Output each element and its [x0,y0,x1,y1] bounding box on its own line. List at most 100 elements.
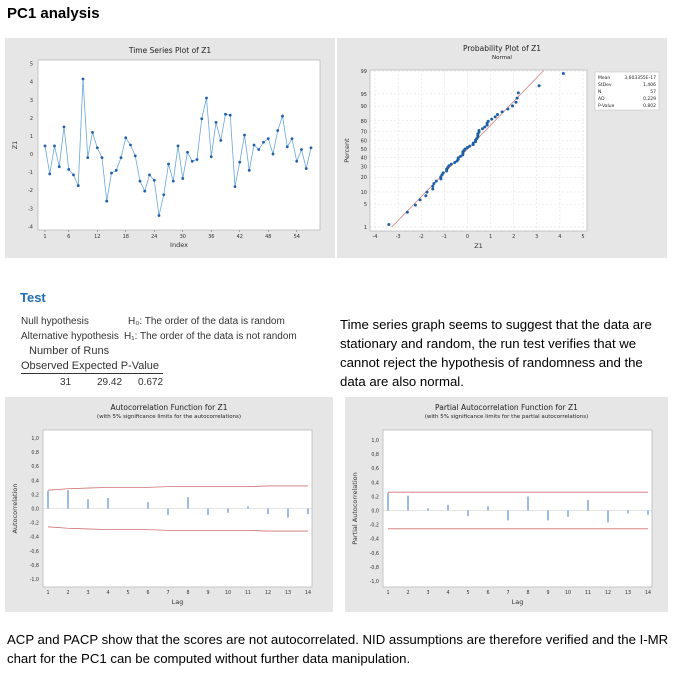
data-point [447,164,451,168]
x-tick-label: 3 [535,234,538,240]
data-point [425,190,429,194]
data-point [300,148,303,151]
time-series-plot: Time Series Plot of Z1 Index Z1 -4 -3 -2 -1 0 1 2… [5,38,335,258]
y-tick-label: 0 [30,152,33,158]
x-tick-label: 5 [581,234,584,240]
y-tick-label: 5 [364,202,367,208]
x-tick-label: -4 [373,234,378,240]
data-point [209,155,213,159]
chart-subtitle: (with 5% significance limits for the par… [425,414,589,420]
data-point [162,193,166,197]
x-tick-label: 9 [546,590,549,596]
x-tick-label: 18 [123,234,129,240]
x-tick-label: 6 [486,590,489,596]
data-point [148,173,151,177]
y-tick-label: -1,0 [30,577,39,583]
x-tick-label: 54 [294,234,300,240]
y-tick-label: 20 [361,175,367,181]
data-point [439,177,443,181]
data-point [167,162,170,166]
data-point [459,154,463,158]
data-point [477,129,481,133]
y-tick-label: 1,0 [31,436,39,442]
x-tick-label: 12 [265,590,271,596]
chart-title: Probability Plot of Z1 [463,44,541,53]
y-tick-label: -3 [28,206,33,212]
data-point [418,198,422,202]
y-tick-label: 99 [361,69,367,75]
x-tick-label: 14 [645,590,651,596]
y-tick-label: -0,8 [30,563,39,569]
y-tick-label: 40 [361,155,367,161]
upper-limit-line [47,485,308,491]
data-point [486,119,490,123]
data-point [271,152,275,156]
x-tick-label: 14 [305,590,311,596]
col-pvalue: P-Value [120,360,160,372]
runs-table-header: Observed Expected P-Value [21,360,163,374]
y-tick-label: 80 [361,119,367,125]
data-point [238,160,242,164]
y-tick-label: 30 [361,165,367,171]
data-point [95,146,99,150]
data-point [114,168,118,172]
data-point [468,144,472,148]
x-tick-label: 12 [94,234,100,240]
stat-label: StDev [598,82,612,88]
y-tick-label: -1 [28,170,33,176]
y-tick-label: 0,6 [31,464,39,470]
data-point [434,179,438,183]
chart-title: Autocorrelation Function for Z1 [111,403,228,412]
runs-header: Number of Runs [29,345,110,357]
data-point [205,96,208,100]
data-point [480,127,484,131]
data-point [441,171,445,175]
null-hypothesis-label: Null hypothesis [21,316,89,327]
stat-label: Mean [598,75,610,81]
data-point [276,129,280,132]
x-axis-label: Z1 [474,242,483,250]
y-tick-label: 4 [30,80,33,86]
data-point [262,140,265,144]
data-point [243,133,246,137]
data-point [514,100,518,104]
x-tick-label: 4 [446,590,449,596]
x-tick-label: 11 [245,590,251,596]
data-point [387,222,391,226]
data-point [453,161,457,165]
y-tick-label: 3 [30,98,33,104]
acf-plot: Autocorrelation Function for Z1 (with 5% … [5,397,333,612]
y-tick-label: -0,8 [370,565,379,571]
data-point [493,115,497,119]
data-point [91,130,94,134]
stat-label: P-Value [598,103,615,109]
lower-limit-line [47,526,308,532]
data-point [500,110,504,114]
x-tick-label: 1 [43,234,46,240]
x-tick-label: -1 [442,234,447,240]
data-point [214,120,218,124]
y-tick-label: 10 [361,190,367,196]
data-point [57,165,61,169]
data-point [219,139,223,142]
x-tick-label: 10 [225,590,231,596]
y-tick-label: 70 [361,129,367,135]
stat-value: 57 [650,89,656,95]
col-observed: Observed [21,360,69,372]
y-tick-label: 90 [361,104,367,110]
data-point [176,144,180,148]
data-point [105,199,109,203]
y-tick-label: 0,6 [371,466,379,472]
data-point [511,104,515,108]
x-tick-label: 12 [605,590,611,596]
data-point [143,189,147,193]
data-point [72,173,75,177]
x-tick-label: 9 [206,590,209,596]
x-tick-label: 5 [126,590,129,596]
x-axis-label: Lag [512,598,524,606]
x-tick-label: 7 [166,590,169,596]
data-point [516,91,520,95]
y-tick-label: -0,2 [370,523,379,529]
data-point [295,159,299,163]
x-tick-label: 10 [565,590,571,596]
